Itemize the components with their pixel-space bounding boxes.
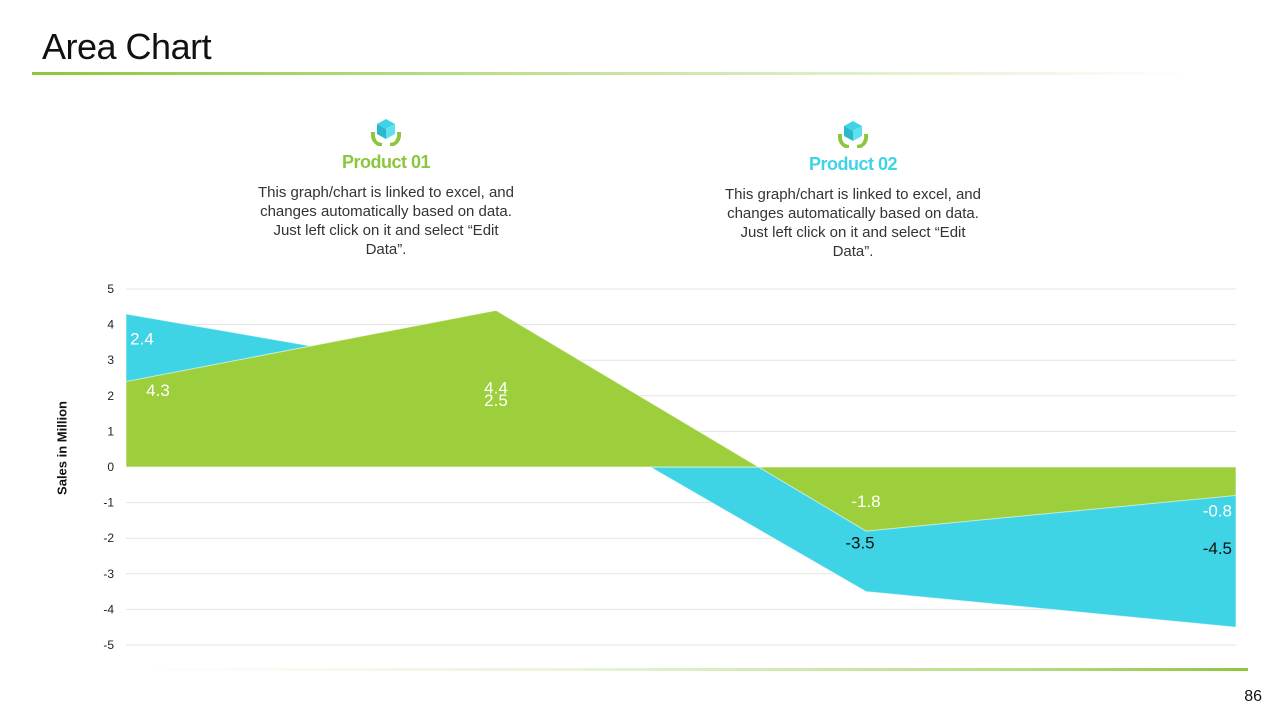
product-02-block: Product 02 This graph/chart is linked to…	[723, 118, 983, 261]
y-tick-label: 1	[107, 424, 114, 438]
y-tick-label: -1	[103, 496, 114, 510]
data-labels: 4.3 2.4 4.42.5 -1.8 -3.5 -0.8 -4.5	[130, 330, 1232, 559]
y-tick-label: 4	[107, 318, 114, 332]
data-label: 2.4	[130, 330, 154, 349]
y-tick-label: -4	[103, 602, 114, 616]
y-tick-label: 3	[107, 353, 114, 367]
y-tick-label: -2	[103, 531, 114, 545]
data-label: 4.4	[484, 378, 508, 397]
product-01-description: This graph/chart is linked to excel, and…	[258, 184, 514, 258]
hands-box-icon	[837, 121, 869, 148]
data-label: -0.8	[1203, 501, 1232, 520]
y-tick-labels: 5 4 3 2 1 0 -1 -2 -3 -4 -5	[103, 282, 114, 652]
y-tick-label: 2	[107, 389, 114, 403]
bottom-divider	[133, 668, 1248, 671]
data-label: -3.5	[845, 534, 874, 553]
data-label: -1.8	[851, 492, 880, 511]
page-number: 86	[1244, 688, 1262, 705]
product-02-description: This graph/chart is linked to excel, and…	[725, 186, 981, 260]
y-tick-label: -3	[103, 567, 114, 581]
area-series	[125, 309, 1237, 628]
product-01-block: Product 01 This graph/chart is linked to…	[256, 116, 516, 259]
product-01-title: Product 01	[341, 152, 431, 172]
y-tick-label: -5	[103, 638, 114, 652]
data-label: 2.5	[484, 391, 508, 410]
product-02-title: Product 02	[808, 154, 898, 174]
page-title: Area Chart	[42, 26, 212, 67]
data-label: -4.5	[1203, 539, 1232, 558]
y-tick-label: 5	[107, 282, 114, 296]
y-tick-label: 0	[107, 460, 114, 474]
title-underline	[32, 72, 1192, 75]
area-series-2	[125, 309, 1237, 532]
data-label: 4.3	[146, 381, 170, 400]
hands-box-icon	[370, 119, 402, 146]
